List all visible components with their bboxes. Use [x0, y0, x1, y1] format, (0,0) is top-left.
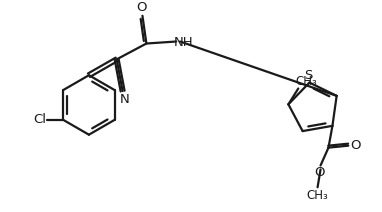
- Text: O: O: [350, 139, 361, 152]
- Text: Cl: Cl: [33, 113, 46, 126]
- Text: O: O: [314, 166, 325, 179]
- Text: O: O: [136, 1, 147, 14]
- Text: N: N: [120, 92, 129, 106]
- Text: CH₃: CH₃: [307, 189, 329, 202]
- Text: CH₃: CH₃: [295, 75, 317, 88]
- Text: NH: NH: [174, 36, 194, 49]
- Text: S: S: [304, 69, 312, 82]
